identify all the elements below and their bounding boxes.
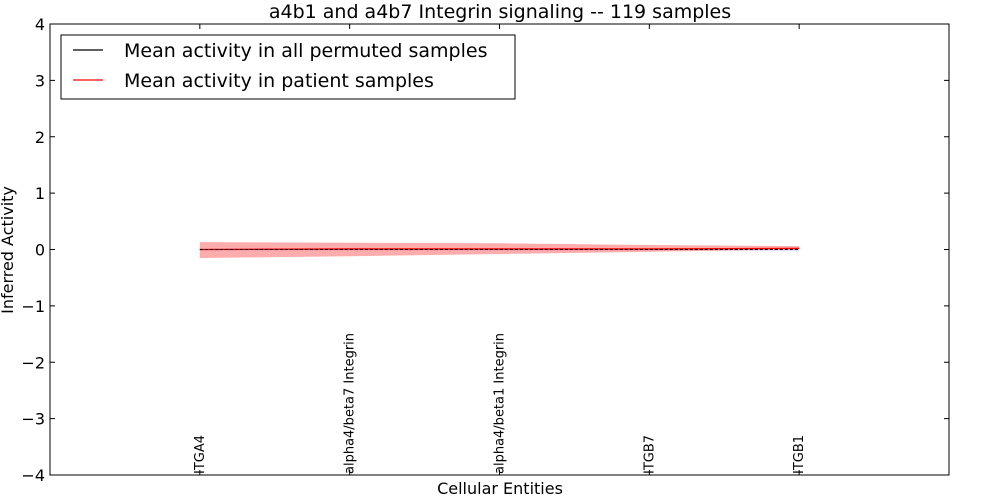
y-axis-label: Inferred Activity [0, 186, 17, 314]
legend-label-permuted: Mean activity in all permuted samples [124, 40, 487, 62]
band-patient [199, 242, 800, 258]
x-tick-label: ITGB7 [642, 435, 657, 474]
legend-box [60, 34, 516, 100]
y-tick-label: −1 [21, 297, 45, 316]
x-tick-label: ITGB1 [792, 435, 807, 474]
y-tick-label: 4 [35, 15, 45, 34]
y-tick-label: 0 [35, 241, 45, 260]
lines-layer [199, 247, 800, 251]
x-tick-label: ITGA4 [193, 435, 208, 474]
legend-label-patient: Mean activity in patient samples [124, 70, 434, 92]
y-tick-label: 3 [35, 71, 45, 90]
y-tick-label: 2 [35, 128, 45, 147]
y-tick-label: −3 [21, 410, 45, 429]
chart-title: a4b1 and a4b7 Integrin signaling -- 119 … [269, 1, 731, 23]
y-tick-label: 1 [35, 184, 45, 203]
y-tick-label: −2 [21, 353, 45, 372]
y-ticks: −4 −3 −2 −1 0 1 2 3 4 [21, 15, 949, 485]
x-tick-label: alpha4/beta7 Integrin [343, 333, 358, 474]
x-ticks: ITGA4 alpha4/beta7 Integrin alpha4/beta1 I… [193, 24, 807, 475]
series-line-patient [199, 247, 800, 251]
bands-layer [199, 242, 800, 258]
x-tick-label: alpha4/beta1 Integrin [493, 333, 508, 474]
x-axis-label: Cellular Entities [437, 479, 563, 498]
y-tick-label: −4 [21, 466, 45, 485]
legend: Mean activity in all permuted samples Me… [60, 34, 516, 100]
